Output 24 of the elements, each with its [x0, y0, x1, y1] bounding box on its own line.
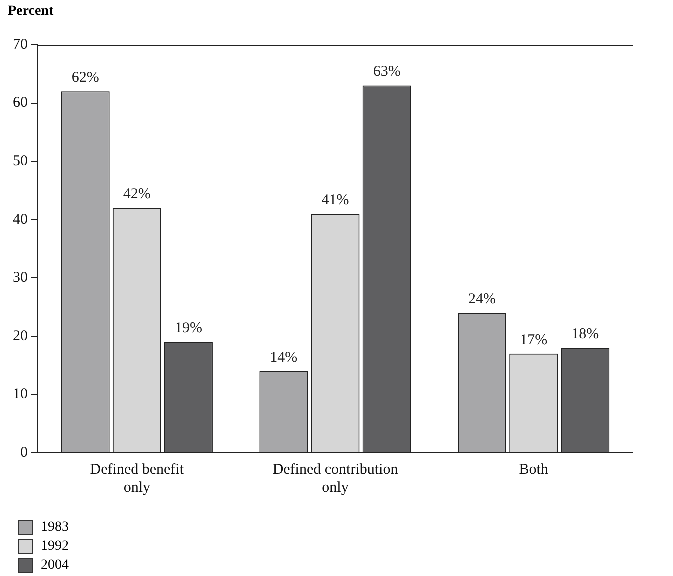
- y-tick-label: 60: [13, 95, 28, 112]
- data-label: 19%: [174, 320, 202, 337]
- legend-label: 2004: [41, 558, 69, 574]
- x-tick-label: Defined benefit only: [90, 462, 185, 496]
- legend-label: 1992: [41, 538, 69, 554]
- data-label: 62%: [72, 70, 100, 86]
- data-label: 24%: [468, 292, 496, 308]
- y-tick-label: 0: [20, 444, 28, 461]
- data-label: 18%: [572, 326, 600, 343]
- data-label: 41%: [322, 192, 350, 208]
- y-tick-label: 50: [13, 154, 28, 170]
- data-label: 42%: [123, 186, 151, 203]
- data-label: 17%: [520, 332, 548, 348]
- data-label: 63%: [373, 64, 401, 80]
- y-tick-label: 70: [13, 36, 28, 53]
- y-axis-title: Percent: [8, 4, 54, 20]
- legend-label: 1983: [41, 520, 69, 536]
- data-label: 14%: [270, 350, 298, 366]
- x-tick-label: Defined contribution only: [272, 462, 399, 496]
- y-tick-label: 30: [13, 270, 28, 286]
- y-tick-label: 20: [13, 328, 28, 344]
- y-tick-label: 10: [13, 386, 28, 403]
- x-tick-label: Both: [519, 462, 549, 478]
- y-tick-label: 40: [13, 212, 28, 228]
